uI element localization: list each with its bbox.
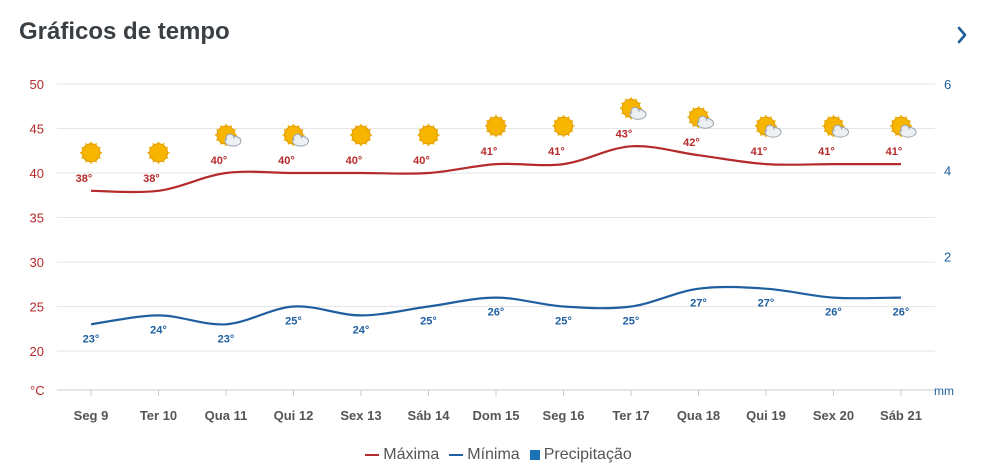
x-tick-label: Qua 18 [677, 408, 720, 423]
y-tick-label: 30 [30, 255, 44, 270]
data-label-max: 41° [548, 146, 565, 158]
data-label-max: 38° [143, 173, 160, 185]
data-label-max: 41° [818, 146, 835, 158]
partly-cloudy-icon [620, 97, 647, 120]
sun-disc [554, 116, 573, 136]
chart-header: Gráficos de tempo [0, 0, 997, 64]
chart-svg: 50 45 40 35 30 25 20 °C 6 4 2 mm Seg 9 Ter 10 Qua 11… [30, 77, 954, 423]
partly-cloudy-icon [822, 115, 849, 138]
data-label-min: 23° [83, 333, 100, 345]
x-tick-label: Sex 13 [340, 408, 381, 423]
sun-disc [486, 116, 506, 136]
partly-cloudy-icon [215, 124, 242, 147]
x-tick-label: Dom 15 [473, 408, 520, 423]
legend-item-precip[interactable]: Precipitação [529, 444, 632, 466]
data-label-max: 42° [683, 137, 700, 149]
cloud-fill [698, 120, 713, 128]
sun-icon [350, 124, 372, 146]
y-tick-label: 25 [30, 300, 44, 315]
y-tick-label: 45 [30, 122, 44, 137]
sun-icon [147, 141, 170, 164]
partly-cloudy-icon [687, 106, 714, 129]
sun-icon [417, 124, 440, 146]
sun-disc [149, 143, 168, 163]
data-label-min: 26° [488, 307, 505, 319]
legend-label-max: Máxima [383, 446, 440, 463]
chevron-right-icon [957, 26, 967, 44]
y2-tick-label: 2 [944, 250, 951, 265]
chart-legend: Máxima Mínima Precipitação [0, 444, 997, 466]
sun-icon [552, 115, 575, 138]
data-label-max: 41° [481, 146, 498, 158]
data-label-min: 23° [218, 333, 235, 345]
data-label-min: 26° [825, 307, 842, 319]
partly-cloudy-icon [890, 115, 917, 138]
data-label-max: 40° [346, 155, 363, 167]
legend-label-precip: Precipitação [543, 446, 632, 463]
data-label-min: 27° [758, 298, 775, 310]
y-tick-label: 50 [30, 77, 44, 92]
y2-unit-label: mm [934, 384, 954, 398]
legend-label-min: Mínima [467, 446, 520, 463]
partly-cloudy-icon [755, 115, 782, 138]
y-tick-label: 40 [30, 166, 44, 181]
x-tick-label: Sáb 14 [408, 408, 451, 423]
x-tick-label: Seg 9 [74, 408, 109, 423]
y2-tick-label: 6 [944, 77, 951, 92]
x-tick-label: Qui 19 [746, 408, 786, 423]
y2-tick-label: 4 [944, 163, 951, 178]
cloud-fill [901, 129, 915, 137]
x-tick-label: Qua 11 [205, 408, 248, 423]
data-label-min: 24° [150, 324, 167, 336]
x-tick-label: Ter 10 [140, 408, 177, 423]
data-label-min: 25° [623, 316, 640, 328]
x-tick-label: Sáb 21 [880, 408, 922, 423]
sun-icon [485, 115, 507, 138]
legend-swatch-min [449, 454, 464, 456]
next-button[interactable] [950, 22, 974, 48]
data-label-min: 25° [285, 316, 302, 328]
data-label-max: 43° [616, 128, 633, 140]
data-label-max: 40° [278, 155, 295, 167]
cloud-fill [631, 111, 645, 119]
legend-swatch-max [365, 454, 380, 456]
data-label-max: 40° [211, 155, 228, 167]
cloud-fill [293, 138, 308, 146]
x-tick-label: Sex 20 [813, 408, 854, 423]
data-label-min: 26° [893, 307, 910, 319]
legend-item-max[interactable]: Máxima [365, 444, 439, 466]
page-title: Gráficos de tempo [19, 18, 230, 45]
legend-item-min[interactable]: Mínima [449, 444, 520, 466]
x-tick-label: Ter 17 [612, 408, 649, 423]
y-tick-label: 35 [30, 211, 44, 226]
data-label-min: 27° [690, 298, 707, 310]
data-label-max: 38° [76, 173, 93, 185]
legend-swatch-precip [529, 450, 540, 460]
data-label-min: 25° [420, 316, 437, 328]
sun-disc [419, 125, 438, 145]
data-label-max: 41° [886, 146, 903, 158]
weather-chart: 50 45 40 35 30 25 20 °C 6 4 2 mm Seg 9 Ter 10 Qua 11… [0, 64, 997, 474]
x-tick-label: Qui 12 [274, 408, 314, 423]
y-tick-label: 20 [30, 344, 44, 359]
data-label-max: 40° [413, 155, 430, 167]
cloud-fill [226, 138, 240, 146]
sun-icon [80, 141, 102, 164]
data-label-min: 24° [353, 324, 370, 336]
cloud-fill [766, 129, 780, 137]
data-label-max: 41° [751, 146, 768, 158]
sun-disc [81, 143, 101, 163]
y-unit-label: °C [30, 383, 45, 398]
x-tick-label: Seg 16 [543, 408, 585, 423]
partly-cloudy-icon [282, 124, 309, 147]
sun-disc [351, 125, 371, 145]
data-label-min: 25° [555, 316, 572, 328]
cloud-fill [833, 129, 848, 137]
